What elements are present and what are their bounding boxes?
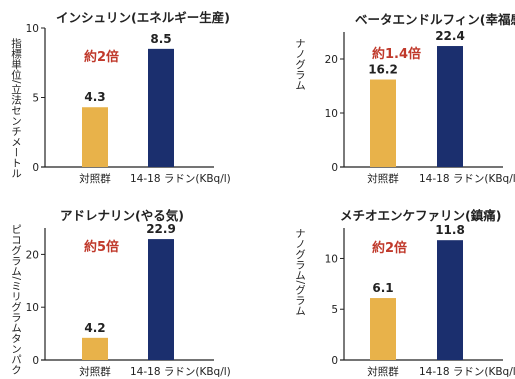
y-tick-label: 5 bbox=[331, 304, 338, 316]
y-axis-label: ナノグラム bbox=[294, 38, 306, 91]
category-label: 対照群 bbox=[79, 365, 111, 378]
bar-value-label: 6.1 bbox=[372, 281, 393, 295]
bar-value-label: 8.5 bbox=[150, 32, 171, 46]
bar-value-label: 16.2 bbox=[368, 63, 398, 77]
chart-title: ベータエンドルフィン(幸福感) bbox=[355, 12, 515, 27]
bar-control bbox=[370, 298, 396, 360]
category-label: 14-18 ラドン(KBq/l) bbox=[419, 366, 515, 378]
category-label: 対照群 bbox=[79, 172, 111, 185]
chart-panel-3: アドレナリン(やる気) ピコグラム/ミリグラムタンパク 0 10 20 4.2 対照群 22.… bbox=[10, 208, 231, 378]
ratio-annotation: 約1.4倍 bbox=[372, 46, 421, 62]
bar-radon bbox=[148, 239, 174, 360]
y-tick-label: 5 bbox=[32, 93, 39, 105]
category-label: 14-18 ラドン(KBq/l) bbox=[130, 173, 231, 185]
y-axis-label: ナノグラム/グラム bbox=[294, 228, 306, 316]
y-tick-label: 10 bbox=[325, 253, 338, 265]
bar-radon bbox=[437, 240, 463, 360]
chart-panel-4: メチオエンケファリン(鎮痛) ナノグラム/グラム 0 5 10 6.1 対照群 11.8 14-… bbox=[294, 208, 515, 378]
y-axis-label: ピコグラム/ミリグラムタンパク bbox=[10, 224, 22, 375]
bar-control bbox=[370, 79, 396, 167]
chart-title: インシュリン(エネルギー生産) bbox=[56, 10, 230, 25]
bar-value-label: 11.8 bbox=[435, 223, 465, 237]
bar-radon bbox=[148, 48, 174, 167]
y-tick-label: 10 bbox=[26, 302, 39, 314]
y-tick-label: 0 bbox=[32, 355, 39, 367]
chart-panel-1: インシュリン(エネルギー生産) 指標単位/立法センチメートル 0 5 10 4.3 対照群 8… bbox=[10, 10, 231, 185]
y-tick-label: 20 bbox=[325, 54, 338, 66]
ratio-annotation: 約2倍 bbox=[84, 49, 119, 65]
ratio-annotation: 約2倍 bbox=[372, 240, 407, 256]
y-tick-label: 0 bbox=[331, 162, 338, 174]
ratio-annotation: 約5倍 bbox=[84, 239, 119, 255]
bar-radon bbox=[437, 46, 463, 167]
bar-value-label: 22.4 bbox=[435, 29, 465, 43]
bar-value-label: 4.3 bbox=[84, 90, 105, 104]
y-tick-label: 0 bbox=[331, 355, 338, 367]
bar-control bbox=[82, 107, 108, 167]
y-tick-label: 0 bbox=[32, 162, 39, 174]
bar-control bbox=[82, 337, 108, 360]
y-tick-label: 10 bbox=[325, 108, 338, 120]
chart-title: メチオエンケファリン(鎮痛) bbox=[340, 208, 501, 223]
category-label: 対照群 bbox=[367, 172, 399, 185]
chart-panel-2: ベータエンドルフィン(幸福感) ナノグラム 0 10 20 16.2 対照群 22.4 14-1… bbox=[294, 12, 515, 185]
category-label: 14-18 ラドン(KBq/l) bbox=[419, 173, 515, 185]
category-label: 対照群 bbox=[367, 365, 399, 378]
chart-title: アドレナリン(やる気) bbox=[60, 208, 184, 223]
y-tick-label: 10 bbox=[26, 23, 39, 35]
bar-value-label: 4.2 bbox=[84, 321, 105, 335]
bar-value-label: 22.9 bbox=[146, 222, 176, 236]
y-tick-label: 20 bbox=[26, 249, 39, 261]
category-label: 14-18 ラドン(KBq/l) bbox=[130, 366, 231, 378]
y-axis-label: 指標単位/立法センチメートル bbox=[10, 37, 22, 178]
